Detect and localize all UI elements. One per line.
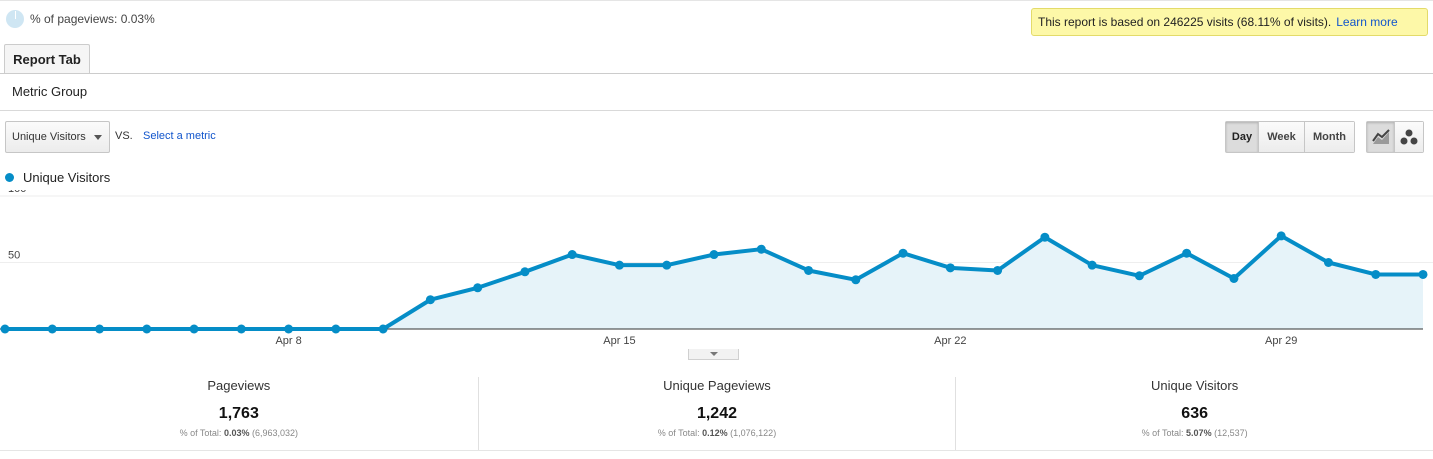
data-point[interactable] bbox=[236, 324, 246, 334]
legend-label: Unique Visitors bbox=[23, 170, 111, 185]
data-point[interactable] bbox=[945, 263, 955, 273]
stat-subtotal-pct: 0.03% bbox=[223, 428, 250, 438]
data-point[interactable] bbox=[95, 324, 105, 334]
stat-value: 1,242 bbox=[696, 405, 737, 422]
x-tick-label: Apr 15 bbox=[603, 335, 635, 347]
period-month-button[interactable]: Month bbox=[1305, 122, 1354, 152]
stat-subtotal-prefix: % of Total: bbox=[179, 428, 222, 438]
sampling-notice: This report is based on 246225 visits (6… bbox=[1031, 8, 1428, 36]
data-point[interactable] bbox=[473, 283, 483, 293]
period-week-button[interactable]: Week bbox=[1259, 122, 1305, 152]
stat-unique-pageviews: Unique Pageviews 1,242 % of Total: 0.12%… bbox=[477, 377, 956, 451]
x-tick-label: Apr 22 bbox=[934, 335, 966, 347]
data-point[interactable] bbox=[1276, 231, 1286, 241]
stat-value: 1,763 bbox=[218, 405, 259, 422]
data-point[interactable] bbox=[851, 275, 861, 285]
data-point[interactable] bbox=[1182, 248, 1192, 258]
data-point[interactable] bbox=[709, 250, 719, 260]
data-point[interactable] bbox=[142, 324, 152, 334]
data-point[interactable] bbox=[1418, 269, 1428, 279]
metric-select-value: Unique Visitors bbox=[12, 131, 86, 143]
stat-subtotal-pct: 5.07% bbox=[1186, 428, 1212, 438]
motion-chart-button[interactable] bbox=[1395, 122, 1423, 152]
stat-subtotal: % of Total: 5.07% (12,537) bbox=[956, 428, 1433, 438]
chart-type-toggle bbox=[1366, 121, 1424, 153]
vs-label: VS. bbox=[115, 130, 133, 142]
stat-pageviews: Pageviews 1,763 % of Total: 0.03% (6,963… bbox=[0, 377, 478, 451]
x-tick-label: Apr 29 bbox=[1265, 335, 1297, 347]
motion-chart-icon bbox=[1400, 129, 1418, 145]
stat-subtotal-prefix: % of Total: bbox=[657, 428, 700, 438]
period-toggle: Day Week Month bbox=[1225, 121, 1355, 153]
stat-subtotal-prefix: % of Total: bbox=[1141, 428, 1184, 438]
metric-group-label[interactable]: Metric Group bbox=[12, 84, 88, 99]
chart-expand-handle[interactable] bbox=[688, 349, 739, 360]
data-point[interactable] bbox=[993, 265, 1003, 275]
top-border bbox=[0, 0, 1433, 3]
stat-label: Unique Visitors bbox=[1151, 378, 1239, 393]
data-point[interactable] bbox=[0, 324, 10, 334]
sampling-notice-text: This report is based on 246225 visits (6… bbox=[1038, 15, 1332, 29]
data-point[interactable] bbox=[425, 295, 435, 305]
stat-subtotal: % of Total: 0.03% (6,963,032) bbox=[0, 428, 478, 438]
data-point[interactable] bbox=[1087, 260, 1097, 270]
stat-label: Unique Pageviews bbox=[663, 378, 771, 393]
line-chart-icon bbox=[1371, 129, 1390, 144]
metric-select[interactable]: Unique Visitors bbox=[5, 121, 110, 153]
section-divider bbox=[0, 110, 1433, 111]
tab-bar-divider bbox=[0, 73, 1433, 74]
series-area bbox=[5, 235, 1423, 329]
x-tick-label: Apr 8 bbox=[275, 335, 301, 347]
data-point[interactable] bbox=[1371, 269, 1381, 279]
y-tick-label: 100 bbox=[8, 190, 26, 195]
unique-visitors-chart[interactable]: 50 100 Apr 8 Apr 15 Apr 22 Apr 29 bbox=[0, 190, 1433, 360]
stat-subtotal-total: (12,537) bbox=[1214, 428, 1248, 438]
tab-report[interactable]: Report Tab bbox=[4, 44, 90, 74]
stat-value: 636 bbox=[1181, 405, 1208, 422]
chart-legend: Unique Visitors bbox=[5, 170, 110, 185]
stat-unique-visitors: Unique Visitors 636 % of Total: 5.07% (1… bbox=[955, 377, 1433, 451]
bottom-border bbox=[0, 450, 1433, 451]
pageviews-percentage-text: % of pageviews: 0.03% bbox=[30, 12, 155, 26]
data-point[interactable] bbox=[189, 324, 199, 334]
data-point[interactable] bbox=[1323, 258, 1333, 267]
data-point[interactable] bbox=[567, 250, 577, 260]
data-point[interactable] bbox=[520, 267, 530, 277]
data-point[interactable] bbox=[804, 265, 814, 275]
data-point[interactable] bbox=[898, 248, 908, 258]
pie-chart-icon bbox=[6, 10, 24, 28]
chevron-down-icon bbox=[709, 352, 718, 356]
learn-more-link[interactable]: Learn more bbox=[1336, 15, 1398, 29]
stat-subtotal-pct: 0.12% bbox=[702, 428, 728, 438]
data-point[interactable] bbox=[47, 324, 57, 334]
metric-summary: Pageviews 1,763 % of Total: 0.03% (6,963… bbox=[0, 377, 1433, 451]
data-point[interactable] bbox=[1040, 232, 1050, 242]
legend-dot bbox=[5, 173, 14, 182]
data-point[interactable] bbox=[614, 260, 624, 270]
stat-subtotal-total: (1,076,122) bbox=[730, 428, 777, 438]
data-point[interactable] bbox=[331, 324, 341, 334]
pageviews-percentage: % of pageviews: 0.03% bbox=[6, 9, 155, 29]
data-point[interactable] bbox=[378, 324, 388, 334]
stat-subtotal-total: (6,963,032) bbox=[252, 428, 299, 438]
line-chart-button[interactable] bbox=[1367, 122, 1395, 152]
data-point[interactable] bbox=[1134, 271, 1144, 281]
y-tick-label: 50 bbox=[8, 250, 20, 262]
stat-subtotal: % of Total: 0.12% (1,076,122) bbox=[479, 428, 956, 438]
stat-label: Pageviews bbox=[207, 378, 271, 393]
data-point[interactable] bbox=[756, 244, 766, 254]
period-day-button[interactable]: Day bbox=[1226, 122, 1259, 152]
data-point[interactable] bbox=[662, 260, 672, 270]
chevron-down-icon bbox=[94, 135, 102, 140]
data-point[interactable] bbox=[284, 324, 294, 334]
data-point[interactable] bbox=[1229, 273, 1239, 283]
select-metric-link[interactable]: Select a metric bbox=[143, 130, 216, 142]
